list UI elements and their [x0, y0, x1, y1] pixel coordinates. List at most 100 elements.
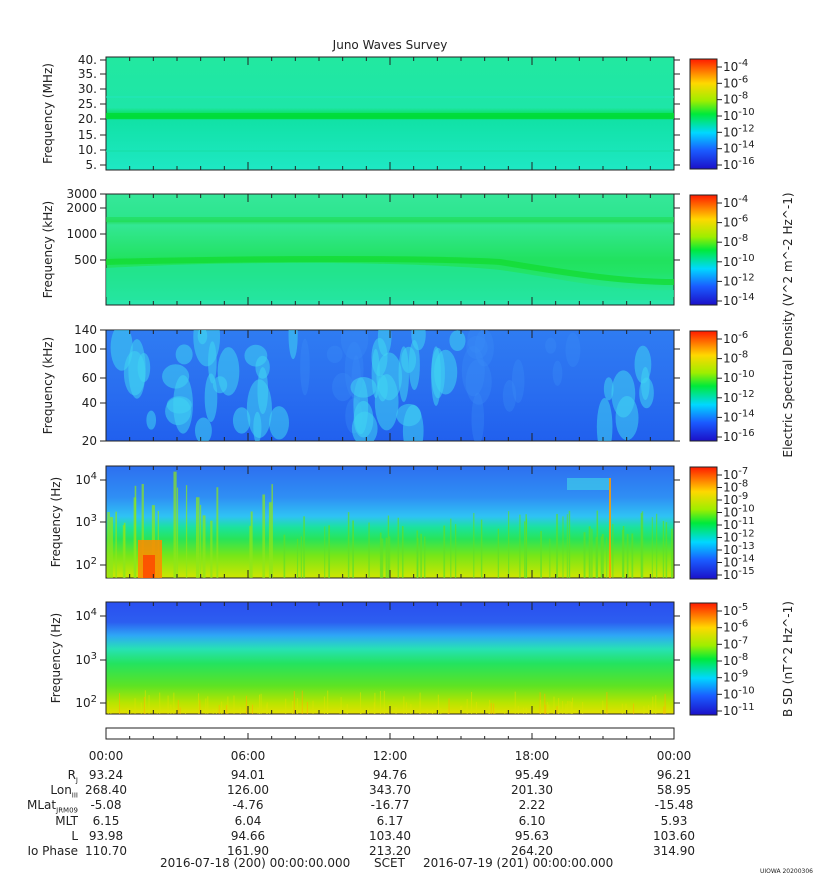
ephemeris-value: 95.63: [514, 828, 550, 843]
emission-blob: [603, 377, 614, 401]
colorbar-tick-label: 10-8: [723, 350, 748, 366]
ephemeris-value: -15.48: [654, 798, 694, 813]
ytick-label: 103: [75, 513, 97, 529]
colorbar-tick-label: 10-6: [723, 330, 748, 346]
emission-blob: [471, 392, 485, 441]
colorbar-tick-label: 10-12: [723, 389, 755, 405]
panel-5-cbar-label: B SD (nT^2 Hz^-1): [781, 601, 795, 717]
narrowband-emission: [567, 478, 609, 490]
panel-5-spectrogram: [105, 601, 675, 715]
ytick-label: 35.: [78, 67, 97, 81]
colorbar-tick-label: 10-14: [723, 554, 755, 570]
ephemeris-value: 6.10: [518, 813, 546, 828]
colorbar-tick-label: 10-8: [723, 91, 748, 107]
ytick-label: 103: [75, 651, 97, 667]
time-range-start: 2016-07-18 (200) 00:00:00.000: [160, 856, 351, 870]
ephemeris-value: 94.01: [230, 768, 266, 782]
ephemeris-value: 94.76: [372, 768, 408, 782]
panel-1-axes: Frequency (MHz) 40.35.30.25.20. 15.10.5.: [41, 53, 680, 172]
emission-blob: [639, 377, 654, 409]
colorbar-tick-label: 10-10: [723, 107, 755, 123]
emission-blob: [288, 330, 298, 360]
ephemeris-label: RJ: [67, 768, 78, 785]
colorbar-gradient: [689, 602, 718, 716]
colorbar-tick-label: 10-6: [723, 74, 748, 90]
colorbar-tick-label: 10-12: [723, 529, 755, 545]
colorbar-tick-label: 10-8: [723, 233, 748, 249]
emission-blob: [596, 397, 613, 441]
colorbar-tick-label: 10-12: [723, 123, 755, 139]
ephemeris-value: 268.40: [85, 783, 127, 798]
ephemeris-value: 5.93: [660, 813, 688, 828]
ytick-label: 30.: [78, 82, 97, 96]
ephemeris-value: 201.30: [511, 783, 553, 798]
ytick-label: 5.: [86, 158, 97, 172]
time-tick-label: 00:00: [657, 749, 692, 763]
ephemeris-value: 96.21: [656, 768, 692, 782]
colorbar-tick-label: 10-11: [723, 702, 755, 718]
emission-blob: [465, 358, 492, 405]
colorbar-tick-label: 10-15: [723, 566, 755, 582]
colorbar-tick-label: 10-13: [723, 541, 755, 557]
ytick-label: 25.: [78, 97, 97, 111]
emission-blob: [253, 411, 262, 441]
emission-blob: [146, 410, 157, 430]
colorbar-tick-label: 10-14: [723, 408, 755, 424]
ephemeris-value: -16.77: [370, 798, 410, 813]
ytick-label: 20.: [78, 112, 97, 126]
ytick-label: 2000: [66, 201, 97, 215]
emission-blob: [300, 338, 310, 396]
ephemeris-value: 95.49: [514, 768, 550, 782]
emission-blob: [431, 346, 441, 406]
colorbar-tick-label: 10-16: [723, 156, 755, 172]
emission-blob: [402, 404, 424, 441]
emission-blob: [611, 370, 636, 418]
emission-blob: [552, 360, 563, 386]
panel-3-ylabel: Frequency (kHz): [41, 337, 55, 434]
time-tick-label: 06:00: [231, 749, 266, 763]
colorbar-tick-label: 10-8: [723, 479, 748, 495]
colorbar-tick-label: 10-9: [723, 669, 748, 685]
colorbar-tick-label: 10-14: [723, 292, 755, 308]
colorbar-tick-label: 10-10: [723, 504, 755, 520]
ytick-label: 140: [74, 323, 97, 337]
ytick-label: 40: [82, 396, 97, 410]
emission-blob: [467, 330, 486, 353]
ytick-label: 40.: [78, 53, 97, 67]
hot-emission-core: [143, 555, 155, 578]
ephemeris-value: 6.17: [376, 813, 404, 828]
ytick-label: 10.: [78, 143, 97, 157]
panel-2-cbar-label: Electric Spectral Density (V^2 m^-2 Hz^-…: [781, 192, 795, 457]
colorbar-tick-label: 10-7: [723, 635, 748, 651]
panel-1-spectrogram: [105, 56, 675, 171]
ephemeris-value: 6.04: [234, 813, 262, 828]
colorbar-tick-label: 10-11: [723, 516, 755, 532]
colorbar-gradient: [689, 194, 718, 306]
colorbar-tick-label: 10-16: [723, 428, 755, 444]
emission-blob: [128, 339, 146, 399]
panel-3-colorbar: 10-6 10-8 10-10 10-12 10-14 10-16: [689, 330, 755, 444]
emission-blob: [340, 330, 369, 360]
ytick-label: 104: [75, 471, 97, 487]
colorbar-tick-label: 10-4: [723, 194, 748, 210]
ephemeris-label: MLatJRM09: [27, 798, 78, 815]
time-range-label: SCET: [374, 856, 405, 870]
emission-blob: [351, 411, 378, 441]
ephemeris-value: 264.20: [511, 844, 553, 858]
credit-label: UIOWA 20200306: [760, 868, 813, 875]
time-tick-label: 18:00: [515, 749, 550, 763]
ytick-label: 100: [74, 342, 97, 356]
panel-1-ylabel: Frequency (MHz): [41, 63, 55, 164]
emission-blob: [175, 344, 193, 365]
colorbar-gradient: [689, 466, 718, 580]
colorbar-gradient: [689, 58, 718, 170]
emission-blob: [110, 330, 133, 371]
ytick-label: 60: [82, 371, 97, 385]
time-axis: 00:00 06:00 12:00 18:00 00:00: [89, 733, 692, 763]
ephemeris-value: 94.66: [230, 828, 266, 843]
time-tick-label: 00:00: [89, 749, 124, 763]
ephemeris-value: 103.60: [653, 828, 695, 843]
time-tick-label: 12:00: [373, 749, 408, 763]
